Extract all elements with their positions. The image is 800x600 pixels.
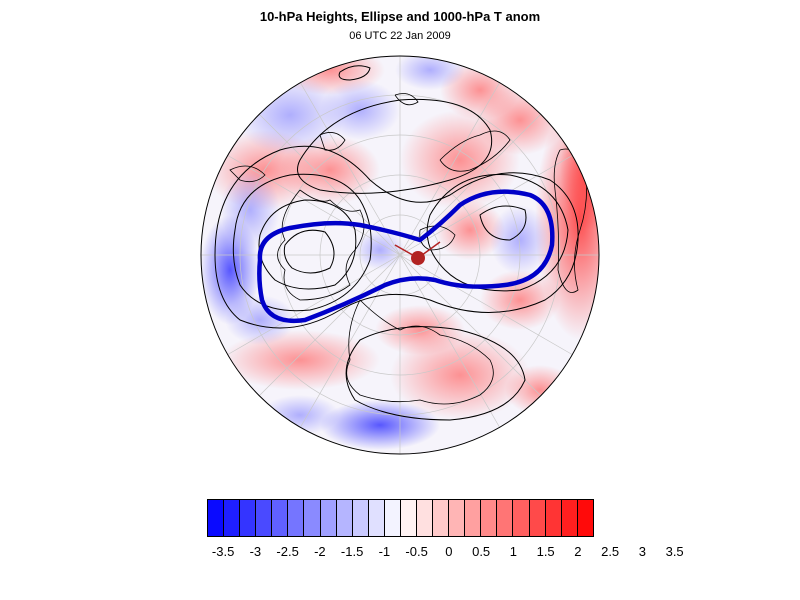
colorbar-tick-label: 3.5 [665, 544, 684, 559]
colorbar-swatch [368, 500, 385, 536]
colorbar-swatch [561, 500, 578, 536]
colorbar-tick-label: -1 [378, 544, 391, 559]
colorbar-tick-label: 1 [509, 544, 517, 559]
colorbar-tick-label: -3 [249, 544, 262, 559]
colorbar-swatch [400, 500, 418, 536]
map-border [200, 55, 600, 455]
height-contours [214, 65, 579, 421]
colorbar-tick-label: 0 [445, 544, 453, 559]
lat-lon-grid [201, 56, 599, 454]
chart-subtitle: 06 UTC 22 Jan 2009 [349, 30, 451, 42]
vortex-ellipse [257, 189, 555, 324]
colorbar-swatch [336, 500, 353, 536]
temperature-anomaly-layer [201, 56, 599, 454]
colorbar-swatch [417, 500, 434, 536]
colorbar-tick-label: -2.5 [276, 544, 299, 559]
colorbar-tick-label: 2.5 [601, 544, 620, 559]
colorbar-swatch [449, 500, 466, 536]
colorbar-tick-label: 1.5 [536, 544, 555, 559]
colorbar-tick-label: 0.5 [472, 544, 491, 559]
colorbar-swatch [529, 500, 546, 536]
colorbar-swatch [224, 500, 241, 536]
colorbar-swatch [577, 500, 593, 536]
temperature-anomaly-colorbar [207, 499, 594, 537]
polar-map [200, 55, 600, 455]
vortex-centroid-marker [394, 241, 441, 265]
colorbar-swatch [240, 500, 257, 536]
colorbar-swatch [288, 500, 305, 536]
colorbar-swatch [513, 500, 530, 536]
colorbar-swatch [320, 500, 337, 536]
colorbar-swatch [352, 500, 369, 536]
colorbar-swatch [465, 500, 482, 536]
colorbar-tick-label: 3 [638, 544, 646, 559]
colorbar-swatch [497, 500, 514, 536]
colorbar-swatch [208, 500, 225, 536]
colorbar-swatch [481, 500, 498, 536]
colorbar-swatch [545, 500, 562, 536]
chart-title: 10-hPa Heights, Ellipse and 1000-hPa T a… [259, 9, 541, 24]
colorbar-swatch [304, 500, 321, 536]
colorbar-tick-label: -3.5 [211, 544, 235, 559]
colorbar-swatch [433, 500, 450, 536]
colorbar-swatch [384, 500, 401, 536]
colorbar-tick-label: -1.5 [340, 544, 364, 559]
colorbar-tick-label: -2 [314, 544, 326, 559]
colorbar-swatch [256, 500, 273, 536]
colorbar-tick-label: -0.5 [405, 544, 428, 559]
colorbar-tick-labels: -3.5 -3 -2.5 -2 -1.5 -1 -0.5 0 0.5 1 1.5 2 2.5 3 3.5 [0, 544, 800, 562]
colorbar-swatch [272, 500, 289, 536]
colorbar-tick-label: 2 [574, 544, 582, 559]
